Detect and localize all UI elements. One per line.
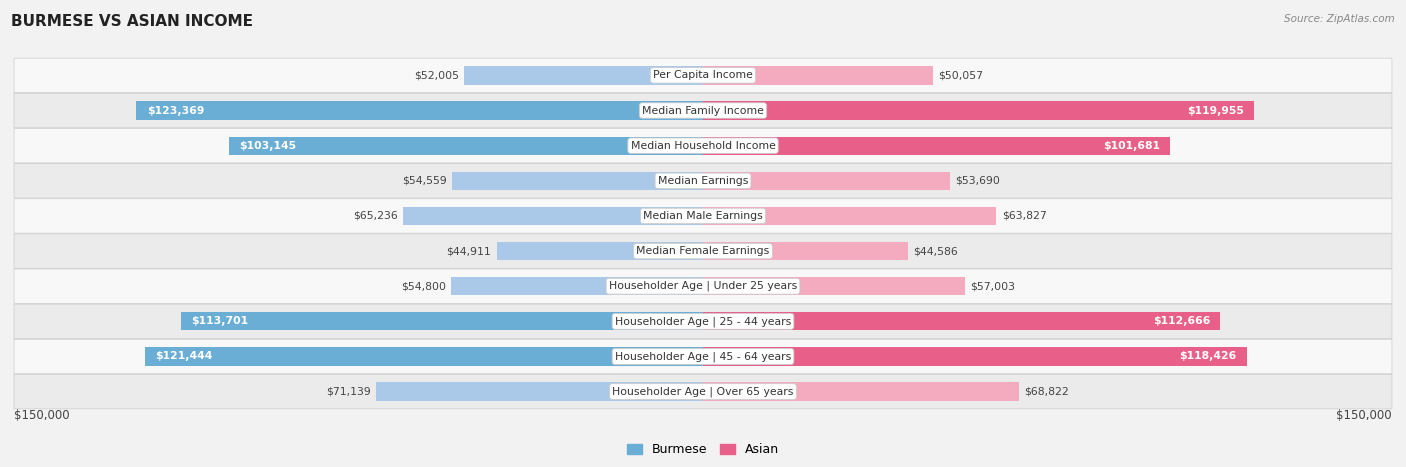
Bar — [377, 382, 703, 401]
Text: BURMESE VS ASIAN INCOME: BURMESE VS ASIAN INCOME — [11, 14, 253, 29]
Text: $68,822: $68,822 — [1025, 387, 1070, 396]
Bar — [703, 66, 934, 85]
Bar — [496, 242, 703, 260]
Text: Per Capita Income: Per Capita Income — [652, 71, 754, 80]
Text: $123,369: $123,369 — [146, 106, 204, 115]
Bar — [703, 242, 908, 260]
Text: Householder Age | 45 - 64 years: Householder Age | 45 - 64 years — [614, 351, 792, 362]
Text: Householder Age | 25 - 44 years: Householder Age | 25 - 44 years — [614, 316, 792, 326]
Text: $54,800: $54,800 — [401, 281, 446, 291]
Text: $52,005: $52,005 — [413, 71, 458, 80]
Bar — [703, 101, 1254, 120]
Bar — [703, 172, 949, 190]
Bar — [703, 312, 1220, 331]
Text: Median Male Earnings: Median Male Earnings — [643, 211, 763, 221]
Legend: Burmese, Asian: Burmese, Asian — [621, 439, 785, 461]
Text: $103,145: $103,145 — [239, 141, 297, 151]
Text: $150,000: $150,000 — [1336, 409, 1392, 422]
Text: Householder Age | Under 25 years: Householder Age | Under 25 years — [609, 281, 797, 291]
Text: $57,003: $57,003 — [970, 281, 1015, 291]
Bar — [703, 382, 1019, 401]
Text: $44,911: $44,911 — [447, 246, 491, 256]
Text: $53,690: $53,690 — [955, 176, 1000, 186]
Text: Median Household Income: Median Household Income — [630, 141, 776, 151]
Bar — [136, 101, 703, 120]
FancyBboxPatch shape — [14, 375, 1392, 409]
FancyBboxPatch shape — [14, 269, 1392, 304]
FancyBboxPatch shape — [14, 304, 1392, 339]
Text: $54,559: $54,559 — [402, 176, 447, 186]
Bar — [229, 136, 703, 155]
Bar — [703, 347, 1247, 366]
FancyBboxPatch shape — [14, 58, 1392, 92]
Text: $112,666: $112,666 — [1153, 316, 1211, 326]
Bar — [451, 277, 703, 295]
Text: $121,444: $121,444 — [156, 352, 212, 361]
FancyBboxPatch shape — [14, 234, 1392, 268]
Text: $44,586: $44,586 — [914, 246, 957, 256]
Bar — [703, 136, 1170, 155]
Bar — [703, 277, 965, 295]
Text: $65,236: $65,236 — [353, 211, 398, 221]
Bar — [181, 312, 703, 331]
Text: $50,057: $50,057 — [938, 71, 983, 80]
Text: $71,139: $71,139 — [326, 387, 371, 396]
Text: Source: ZipAtlas.com: Source: ZipAtlas.com — [1284, 14, 1395, 24]
Text: $118,426: $118,426 — [1180, 352, 1237, 361]
Text: Median Family Income: Median Family Income — [643, 106, 763, 115]
FancyBboxPatch shape — [14, 128, 1392, 163]
Text: $63,827: $63,827 — [1001, 211, 1046, 221]
Bar — [404, 207, 703, 225]
Text: $150,000: $150,000 — [14, 409, 70, 422]
Bar — [464, 66, 703, 85]
Text: $101,681: $101,681 — [1102, 141, 1160, 151]
Text: Median Earnings: Median Earnings — [658, 176, 748, 186]
FancyBboxPatch shape — [14, 339, 1392, 374]
Bar — [453, 172, 703, 190]
Text: $119,955: $119,955 — [1187, 106, 1244, 115]
Text: Median Female Earnings: Median Female Earnings — [637, 246, 769, 256]
Text: Householder Age | Over 65 years: Householder Age | Over 65 years — [612, 386, 794, 397]
Text: $113,701: $113,701 — [191, 316, 249, 326]
Bar — [703, 207, 997, 225]
FancyBboxPatch shape — [14, 163, 1392, 198]
FancyBboxPatch shape — [14, 93, 1392, 128]
Bar — [145, 347, 703, 366]
FancyBboxPatch shape — [14, 199, 1392, 233]
